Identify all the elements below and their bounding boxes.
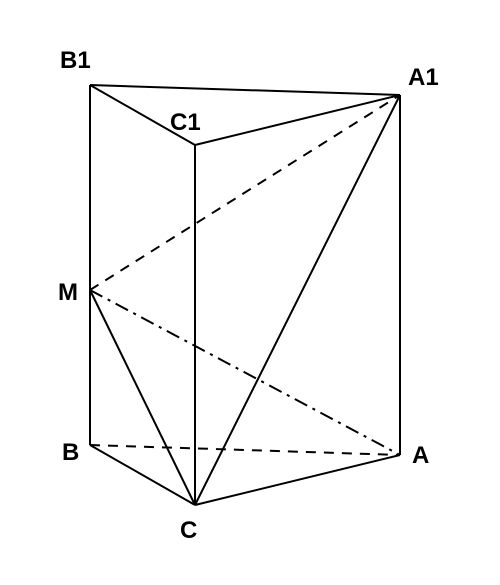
edge-M-C: [90, 290, 195, 505]
label-B: B: [62, 439, 79, 466]
label-C: C: [180, 517, 197, 544]
label-B1: B1: [60, 47, 91, 74]
label-A1: A1: [408, 64, 439, 91]
edge-B1-A1: [90, 85, 400, 95]
edge-C-A: [195, 455, 400, 505]
edge-M-A: [90, 290, 400, 455]
edge-A1-C1: [195, 95, 400, 145]
prism-diagram: B1 A1 C1 M B A C: [0, 0, 500, 585]
label-A: A: [412, 442, 429, 469]
edge-M-A1: [90, 95, 400, 290]
edge-B-A: [90, 445, 400, 455]
label-M: M: [58, 279, 78, 306]
edge-C-A1: [195, 95, 400, 505]
label-C1: C1: [170, 109, 201, 136]
